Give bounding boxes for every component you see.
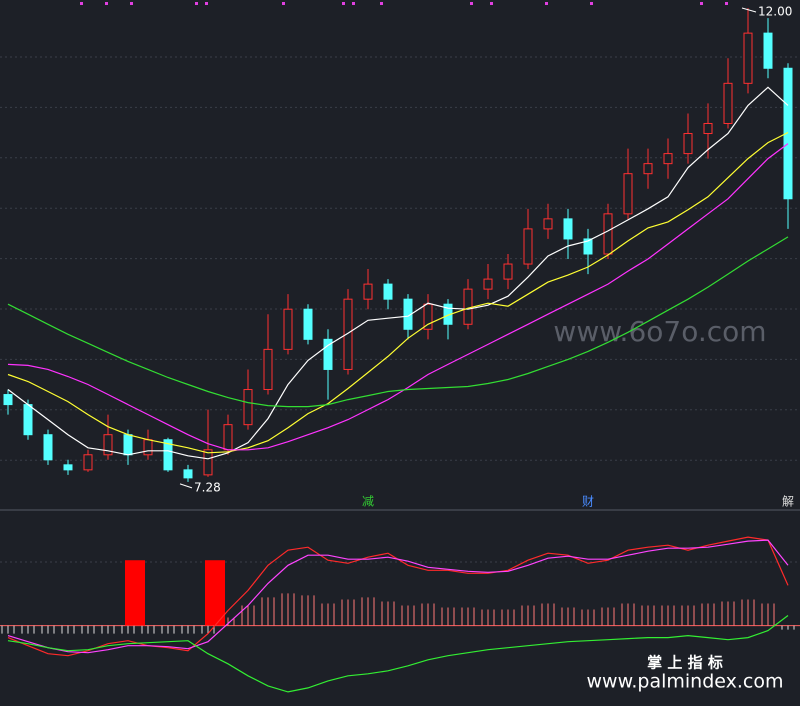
- candle-body: [523, 228, 533, 265]
- candle-body: [503, 263, 513, 280]
- candle-body: [143, 439, 153, 456]
- candle-body: [383, 283, 393, 300]
- candle-body: [463, 288, 473, 325]
- candle-body: [83, 454, 93, 471]
- footer-title: 掌 上 指 标: [647, 654, 723, 672]
- line-series: [7, 236, 789, 408]
- candle-body: [203, 449, 213, 476]
- low-label: 7.28: [194, 480, 221, 494]
- candle-body: [723, 82, 733, 124]
- candle-body: [703, 122, 713, 135]
- candle-body: [483, 278, 493, 290]
- line-series: [7, 615, 789, 693]
- candle-body: [783, 67, 793, 200]
- extreme-pointer: [179, 483, 193, 489]
- candle-body: [423, 303, 433, 330]
- line-series: [7, 539, 789, 654]
- high-label: 12.00: [758, 5, 792, 19]
- candle-body: [763, 32, 773, 69]
- line-series: [7, 143, 789, 451]
- candle-body: [263, 348, 273, 391]
- candle-body: [683, 133, 693, 155]
- candle-body: [123, 434, 133, 456]
- candle-body: [283, 308, 293, 350]
- candle-body: [743, 32, 753, 84]
- candle-body: [3, 394, 13, 406]
- candle-body: [543, 218, 553, 230]
- candle-body: [243, 389, 253, 426]
- event-label: 解: [782, 495, 794, 509]
- line-series: [7, 86, 789, 460]
- top-dots: [80, 2, 728, 5]
- candle-body: [63, 464, 73, 471]
- candle-body: [183, 469, 193, 479]
- candle-body: [23, 404, 33, 436]
- candle-body: [343, 298, 353, 370]
- event-label: 财: [582, 495, 594, 509]
- signal-bar: [205, 560, 225, 626]
- signal-bar: [125, 560, 145, 626]
- extreme-pointer: [741, 7, 757, 13]
- candle-body: [623, 173, 633, 215]
- candle-body: [43, 434, 53, 461]
- candle-body: [103, 434, 113, 456]
- candle-body: [663, 153, 673, 165]
- line-series: [7, 131, 789, 454]
- candle-body: [223, 424, 233, 451]
- candle-body: [563, 218, 573, 240]
- candle-body: [363, 283, 373, 300]
- candle-body: [303, 308, 313, 340]
- event-label: 减: [362, 495, 374, 509]
- candle-body: [163, 439, 173, 471]
- candle-body: [583, 238, 593, 255]
- candle-body: [643, 163, 653, 175]
- watermark: www.6o7o.com: [553, 315, 766, 348]
- candle-body: [323, 338, 333, 370]
- candle-body: [603, 213, 613, 255]
- footer-url: www.palmindex.com: [586, 671, 783, 693]
